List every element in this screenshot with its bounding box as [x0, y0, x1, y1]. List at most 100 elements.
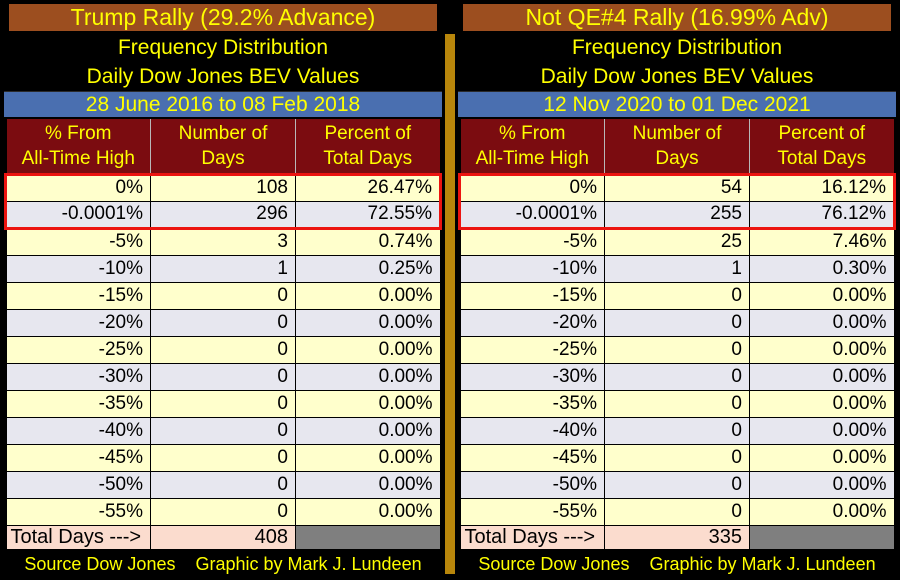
percent-cell: 0.00%: [749, 470, 895, 499]
days-cell: 0: [604, 497, 750, 526]
bev-value-cell: -45%: [459, 443, 605, 472]
total-empty-cell: [749, 524, 895, 551]
days-cell: 0: [150, 362, 296, 391]
percent-cell: 0.00%: [295, 335, 441, 364]
column-header-percent-of-total: Percent of Total Days: [749, 118, 895, 174]
table-row: -50% 0 0.00%: [5, 470, 441, 499]
trump-frequency-table: % From All-Time High Number of Days Percen…: [4, 117, 442, 551]
table-row: -45% 0 0.00%: [5, 443, 441, 472]
bev-value-cell: 0%: [4, 172, 151, 202]
bev-value-cell: -5%: [5, 227, 151, 256]
percent-cell: 0.00%: [749, 281, 895, 310]
days-cell: 1: [150, 254, 296, 283]
table-row: -45% 0 0.00%: [459, 443, 895, 472]
days-cell: 0: [604, 281, 750, 310]
qe4-date-range: 12 Nov 2020 to 01 Dec 2021: [458, 91, 896, 117]
column-header-pct-from-high: % From All-Time High: [5, 118, 151, 174]
center-divider: [442, 4, 458, 576]
header-line: All-Time High: [21, 147, 135, 169]
percent-cell: 26.47%: [295, 172, 442, 202]
table-row: -5% 25 7.46%: [459, 227, 895, 256]
bev-value-cell: -35%: [459, 389, 605, 418]
total-days-row: Total Days ---> 335: [459, 524, 895, 551]
percent-cell: 0.74%: [295, 227, 441, 256]
percent-cell: 0.00%: [295, 308, 441, 337]
bev-value-cell: -45%: [5, 443, 151, 472]
bev-value-cell: -20%: [459, 308, 605, 337]
table-header: % From All-Time High Number of Days Percen…: [459, 118, 895, 174]
header-line: Total Days: [323, 147, 413, 169]
days-cell: 0: [604, 443, 750, 472]
header-line: Percent of: [324, 122, 412, 144]
bev-value-cell: -10%: [459, 254, 605, 283]
days-cell: 0: [604, 416, 750, 445]
trump-rally-title: Trump Rally (29.2% Advance): [9, 4, 437, 31]
header-line: Days: [201, 147, 245, 169]
qe4-frequency-table: % From All-Time High Number of Days Percen…: [458, 117, 896, 551]
days-cell: 3: [150, 227, 296, 256]
bev-value-cell: -0.0001%: [458, 200, 605, 230]
total-days-value: 408: [150, 524, 296, 551]
table-row: -20% 0 0.00%: [459, 308, 895, 337]
days-cell: 0: [150, 497, 296, 526]
days-cell: 0: [150, 389, 296, 418]
percent-cell: 0.25%: [295, 254, 441, 283]
column-header-number-of-days: Number of Days: [604, 118, 750, 174]
days-cell: 54: [604, 172, 750, 202]
percent-cell: 0.00%: [749, 443, 895, 472]
not-qe4-rally-title: Not QE#4 Rally (16.99% Adv): [463, 4, 891, 31]
trump-subtitle-bev: Daily Dow Jones BEV Values: [4, 62, 442, 91]
bev-value-cell: -55%: [459, 497, 605, 526]
days-cell: 0: [150, 308, 296, 337]
bev-value-cell: -5%: [459, 227, 605, 256]
header-line: % From: [45, 122, 112, 144]
header-line: Number of: [178, 122, 268, 144]
days-cell: 255: [604, 200, 750, 230]
table-row: -35% 0 0.00%: [459, 389, 895, 418]
footer-source: Source Dow Jones: [478, 554, 630, 574]
table-row: -50% 0 0.00%: [459, 470, 895, 499]
qe4-subtitle-bev: Daily Dow Jones BEV Values: [458, 62, 896, 91]
bev-value-cell: -25%: [5, 335, 151, 364]
days-cell: 1: [604, 254, 750, 283]
table-row-highlighted: 0% 108 26.47%: [4, 172, 442, 202]
days-cell: 0: [150, 281, 296, 310]
percent-cell: 0.00%: [749, 497, 895, 526]
table-row: -55% 0 0.00%: [5, 497, 441, 526]
table-row: -25% 0 0.00%: [5, 335, 441, 364]
percent-cell: 0.00%: [295, 497, 441, 526]
table-row: -10% 1 0.25%: [5, 254, 441, 283]
total-days-label: Total Days --->: [459, 524, 605, 551]
percent-cell: 0.30%: [749, 254, 895, 283]
bev-value-cell: -30%: [5, 362, 151, 391]
total-empty-cell: [295, 524, 441, 551]
days-cell: 0: [150, 335, 296, 364]
table-row: -40% 0 0.00%: [459, 416, 895, 445]
footer-credit: Graphic by Mark J. Lundeen: [649, 554, 876, 574]
header-line: All-Time High: [475, 147, 589, 169]
bev-value-cell: -40%: [459, 416, 605, 445]
percent-cell: 0.00%: [749, 362, 895, 391]
qe4-footer: Source Dow Jones Graphic by Mark J. Lunde…: [458, 551, 896, 577]
footer-credit: Graphic by Mark J. Lundeen: [195, 554, 422, 574]
percent-cell: 16.12%: [749, 172, 896, 202]
total-days-label: Total Days --->: [5, 524, 151, 551]
percent-cell: 0.00%: [295, 389, 441, 418]
table-row: -35% 0 0.00%: [5, 389, 441, 418]
days-cell: 0: [604, 308, 750, 337]
header-line: % From: [499, 122, 566, 144]
table-row: -25% 0 0.00%: [459, 335, 895, 364]
total-days-row: Total Days ---> 408: [5, 524, 441, 551]
percent-cell: 0.00%: [295, 416, 441, 445]
bev-value-cell: -25%: [459, 335, 605, 364]
percent-cell: 0.00%: [295, 281, 441, 310]
bev-value-cell: -50%: [459, 470, 605, 499]
header-line: Number of: [632, 122, 722, 144]
bev-value-cell: -50%: [5, 470, 151, 499]
table-header: % From All-Time High Number of Days Percen…: [5, 118, 441, 174]
percent-cell: 0.00%: [749, 389, 895, 418]
percent-cell: 0.00%: [295, 470, 441, 499]
gold-divider-bar: [445, 34, 455, 574]
percent-cell: 72.55%: [295, 200, 442, 230]
